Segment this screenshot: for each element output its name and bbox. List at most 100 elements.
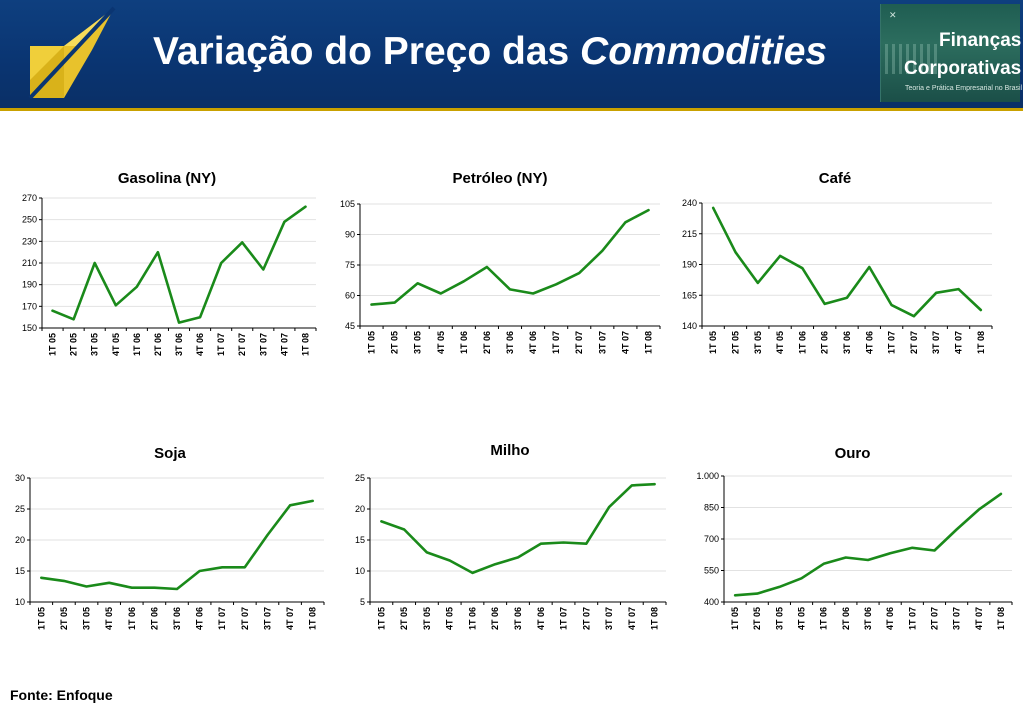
data-point-cafe [734, 251, 737, 253]
data-point-soja [40, 577, 43, 579]
data-point-cafe [957, 288, 960, 290]
x-tick-label-cafe: 2T 05 [730, 331, 740, 354]
data-point-gasolina [304, 205, 307, 208]
x-tick-label-soja: 1T 05 [36, 607, 46, 630]
series-line-gasolina [51, 205, 307, 324]
x-tick-label-gasolina: 1T 07 [216, 333, 226, 356]
data-point-gasolina [262, 268, 265, 271]
x-tick-label-milho: 3T 07 [604, 607, 614, 630]
x-tick-label-milho: 1T 08 [650, 607, 660, 630]
x-tick-label-petroleo: 1T 07 [551, 331, 561, 354]
chart-title-soja: Soja [154, 445, 186, 462]
series-line-cafe [711, 206, 983, 318]
x-tick-label-milho: 2T 06 [490, 607, 500, 630]
data-point-ouro [734, 594, 736, 597]
data-point-ouro [889, 552, 891, 555]
x-tick-label-soja: 3T 07 [262, 607, 272, 630]
series-line-petroleo [370, 208, 650, 306]
x-tick-label-gasolina: 2T 07 [237, 333, 247, 356]
y-tick-label-soja: 20 [15, 535, 25, 545]
y-tick-label-soja: 10 [15, 597, 25, 607]
data-point-ouro [911, 547, 914, 549]
x-tick-label-gasolina: 1T 08 [300, 333, 310, 356]
data-point-milho [471, 572, 474, 574]
data-point-petroleo [624, 221, 627, 224]
x-tick-label-petroleo: 4T 05 [436, 331, 446, 354]
x-tick-label-cafe: 4T 06 [864, 331, 874, 354]
data-point-milho [380, 520, 383, 523]
x-tick-label-soja: 4T 05 [104, 607, 114, 630]
x-tick-label-cafe: 1T 08 [976, 331, 986, 354]
data-point-petroleo [509, 288, 511, 291]
data-point-ouro [756, 592, 759, 595]
y-tick-label-soja: 15 [15, 566, 25, 576]
data-point-gasolina [51, 309, 54, 312]
x-tick-label-ouro: 4T 07 [974, 607, 984, 630]
title-italic-text: Commodities [580, 30, 828, 73]
data-point-cafe [801, 267, 804, 269]
x-tick-label-petroleo: 4T 06 [528, 331, 538, 354]
x-tick-label-ouro: 4T 05 [797, 607, 807, 630]
y-tick-label-cafe: 140 [682, 321, 697, 331]
y-tick-label-milho: 10 [355, 566, 365, 576]
y-tick-label-milho: 15 [355, 535, 365, 545]
data-point-soja [130, 586, 133, 589]
data-point-gasolina [157, 251, 159, 253]
x-tick-label-gasolina: 4T 05 [111, 333, 121, 356]
x-tick-label-gasolina: 4T 06 [195, 333, 205, 356]
data-point-soja [63, 580, 65, 582]
x-tick-label-soja: 1T 08 [308, 607, 318, 630]
x-tick-label-soja: 3T 06 [172, 607, 182, 630]
x-tick-label-gasolina: 2T 06 [153, 333, 163, 356]
y-tick-label-petroleo: 60 [345, 291, 355, 301]
y-tick-label-ouro: 850 [704, 503, 719, 513]
data-point-soja [85, 585, 88, 588]
data-point-cafe [980, 309, 982, 311]
page-title: Variação do Preço das Commodities [153, 30, 827, 74]
series-line-milho [380, 482, 656, 575]
data-point-ouro [845, 556, 847, 559]
x-tick-label-ouro: 2T 05 [752, 607, 762, 630]
series-line-ouro [733, 492, 1003, 597]
y-tick-label-cafe: 165 [682, 290, 697, 300]
x-tick-label-ouro: 3T 07 [952, 607, 962, 630]
data-point-cafe [890, 304, 893, 306]
x-tick-label-ouro: 3T 06 [863, 607, 873, 630]
data-point-soja [311, 500, 314, 502]
chart-title-gasolina: Gasolina (NY) [117, 170, 217, 187]
x-tick-label-gasolina: 3T 06 [174, 333, 184, 356]
y-tick-label-petroleo: 105 [340, 199, 355, 209]
y-tick-label-cafe: 190 [682, 260, 697, 270]
data-point-milho [608, 506, 610, 508]
logo-tagline: Teoria e Prática Empresarial no Brasil [905, 85, 1023, 92]
data-point-ouro [867, 559, 869, 561]
x-tick-label-petroleo: 3T 07 [597, 331, 607, 354]
chart-title-ouro: Ouro [834, 445, 871, 462]
chart-title-petroleo: Petróleo (NY) [452, 170, 548, 187]
logo-line2: Corporativas [904, 58, 1022, 79]
data-point-soja [176, 588, 178, 590]
data-point-gasolina [72, 318, 75, 321]
logo-left-icon [28, 6, 116, 100]
data-point-soja [198, 570, 201, 572]
data-point-petroleo [601, 249, 604, 252]
x-tick-label-petroleo: 2T 06 [482, 331, 492, 354]
x-tick-label-milho: 1T 05 [376, 607, 386, 630]
x-tick-label-gasolina: 3T 05 [90, 333, 100, 356]
logo-bars-icon [885, 44, 939, 74]
data-point-gasolina [220, 262, 222, 264]
x-tick-label-soja: 2T 07 [240, 607, 250, 630]
x-tick-label-milho: 3T 05 [422, 607, 432, 630]
y-tick-label-milho: 25 [355, 473, 365, 483]
data-point-gasolina [283, 221, 286, 223]
data-point-petroleo [532, 292, 534, 295]
x-tick-label-soja: 2T 05 [59, 607, 69, 630]
chart-title-milho: Milho [490, 442, 530, 459]
data-point-petroleo [370, 303, 373, 306]
x-tick-label-petroleo: 3T 06 [505, 331, 515, 354]
data-point-cafe [779, 255, 781, 257]
data-point-cafe [935, 291, 938, 294]
data-point-milho [448, 559, 451, 562]
data-point-ouro [800, 577, 803, 580]
x-tick-label-soja: 2T 06 [149, 607, 159, 630]
